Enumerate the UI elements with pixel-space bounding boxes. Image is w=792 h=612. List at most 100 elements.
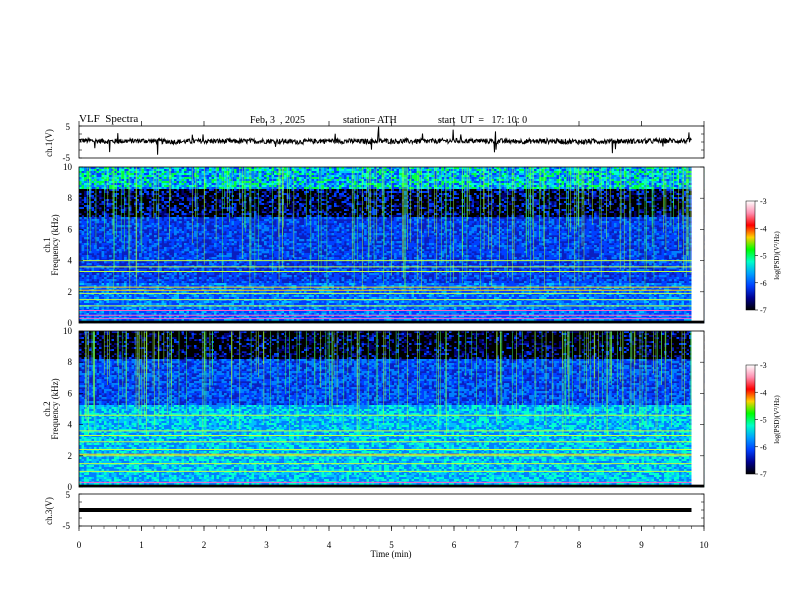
spectrogram-cell: [164, 319, 167, 322]
spectrogram-cell: [239, 319, 242, 322]
spectrogram-cell: [114, 291, 117, 294]
spectrogram-cell: [174, 179, 177, 182]
spectrogram-cell: [216, 283, 220, 286]
spectrogram-cell: [191, 187, 195, 190]
spectrogram-cell: [234, 279, 237, 282]
spectrogram-cell: [161, 249, 165, 252]
spectrogram-cell: [241, 187, 245, 190]
spectrogram-cell: [231, 199, 235, 202]
spectrogram-cell: [241, 285, 245, 288]
spectrogram-cell: [226, 299, 230, 302]
spectrogram-cell: [276, 279, 280, 282]
spectrogram-cell: [194, 293, 197, 296]
spectrogram-cell: [214, 247, 217, 250]
spectrogram-cell: [201, 169, 205, 172]
spectrogram-cell: [86, 271, 90, 274]
spectrogram-cell: [234, 189, 237, 192]
spectrogram-cell: [166, 307, 170, 310]
spectrogram-cell: [191, 249, 195, 252]
start-time-label: start UT = 17: 10: 0: [438, 115, 527, 126]
spectrogram-cell: [129, 203, 132, 206]
spectrogram-cell: [126, 297, 130, 300]
spectrogram-cell: [254, 191, 257, 194]
spectrogram-cell: [269, 187, 272, 190]
spectrogram-cell: [121, 261, 125, 264]
spectrogram-cell: [84, 177, 87, 180]
spectrogram-cell: [156, 257, 160, 260]
spectrogram-cell: [126, 241, 130, 244]
spectrogram-cell: [176, 267, 180, 270]
spectrogram-cell: [139, 203, 142, 206]
spectrogram-cell: [81, 313, 85, 316]
spectrogram-cell: [136, 271, 140, 274]
spectrogram-cell: [86, 285, 90, 288]
spectrogram-cell: [264, 271, 267, 274]
spectrogram-cell: [104, 197, 107, 200]
spectrogram-cell: [206, 203, 210, 206]
spectrogram-cell: [211, 173, 215, 176]
spectrogram-cell: [251, 181, 255, 184]
spectrogram-cell: [161, 205, 165, 208]
spectrogram-cell: [274, 269, 277, 272]
spectrogram-cell: [114, 243, 117, 246]
spectrogram-cell: [89, 303, 92, 306]
spectrogram-cell: [184, 197, 187, 200]
spectrogram-cell: [226, 225, 230, 228]
spectrogram-cell: [279, 185, 282, 188]
spectrogram-cell: [116, 301, 120, 304]
spectrogram-cell: [249, 213, 252, 216]
spectrogram-cell: [259, 295, 262, 298]
spectrogram-cell: [91, 219, 95, 222]
spectrogram-cell: [209, 171, 212, 174]
spectrogram-cell: [161, 303, 165, 306]
spectrogram-cell: [144, 237, 147, 240]
spectrogram-cell: [116, 293, 120, 296]
spectrogram-cell: [166, 283, 170, 286]
spectrogram-cell: [149, 241, 152, 244]
spectrogram-cell: [171, 315, 175, 318]
spectrogram-cell: [124, 183, 127, 186]
spectrogram-cell: [131, 239, 135, 242]
spectrogram-cell: [141, 171, 145, 174]
spectrogram-cell: [124, 283, 127, 286]
spectrogram-cell: [96, 315, 100, 318]
spectrogram-cell: [259, 201, 262, 204]
spectrogram-cell: [161, 283, 165, 286]
spectrogram-cell: [226, 293, 230, 296]
spectrogram-cell: [126, 303, 130, 306]
spectrogram-cell: [114, 167, 117, 170]
spectrogram-cell: [144, 241, 147, 244]
spectrogram-cell: [249, 179, 252, 182]
spectrogram-cell: [161, 311, 165, 314]
spectrogram-cell: [204, 181, 207, 184]
spectrogram-cell: [121, 217, 125, 220]
spectrogram-cell: [144, 295, 147, 298]
spectrogram-cell: [139, 227, 142, 230]
spectrogram-cell: [116, 267, 120, 270]
spectrogram-cell: [141, 239, 145, 242]
spectrogram-cell: [114, 205, 117, 208]
spectrogram-cell: [234, 265, 237, 268]
spectrogram-cell: [136, 175, 140, 178]
spectrogram-cell: [114, 311, 117, 314]
spectrogram-cell: [184, 183, 187, 186]
spectrogram-cell: [179, 187, 182, 190]
spectrogram-cell: [96, 257, 100, 260]
spectrogram-cell: [81, 219, 85, 222]
spectrogram-cell: [146, 205, 150, 208]
spectrogram-cell: [136, 185, 140, 188]
spectrogram-cell: [259, 285, 262, 288]
spectrogram-cell: [124, 319, 127, 322]
spectrogram-cell: [191, 205, 195, 208]
spectrogram-cell: [141, 217, 145, 220]
spectrogram-cell: [231, 189, 235, 192]
spectrogram-cell: [141, 319, 145, 322]
spectrogram-cell: [274, 243, 277, 246]
spectrogram-cell: [229, 281, 232, 284]
spectrogram-cell: [236, 223, 240, 226]
spectrogram-cell: [144, 201, 147, 204]
spectrogram-cell: [81, 209, 85, 212]
spectrogram-cell: [201, 257, 205, 260]
spectrogram-cell: [134, 283, 137, 286]
